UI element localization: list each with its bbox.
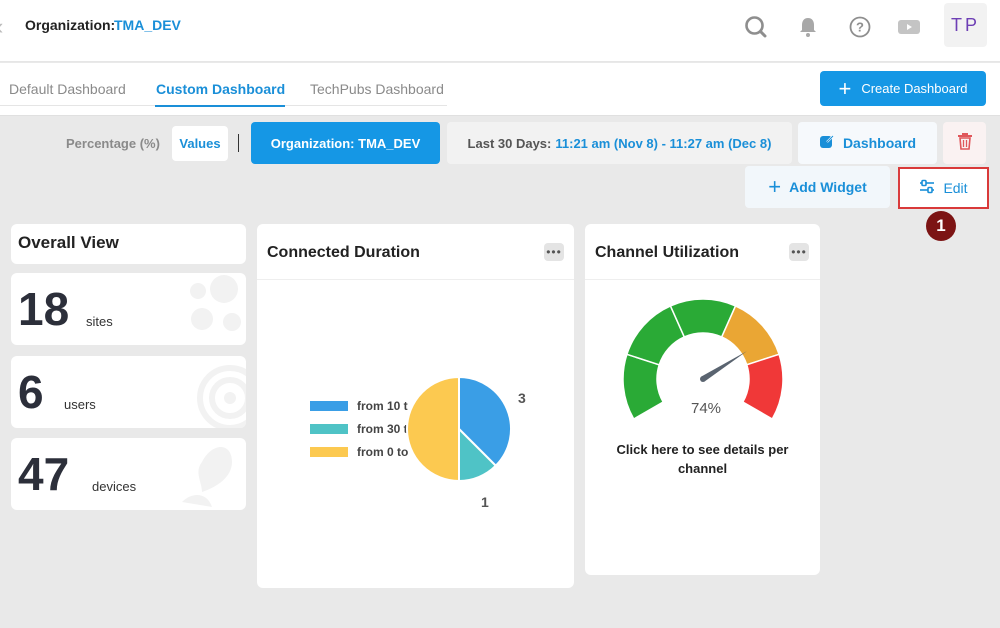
org-value[interactable]: TMA_DEV [114,17,181,33]
leaf-decoration-icon [182,447,232,507]
tab-techpubs-dashboard[interactable]: TechPubs Dashboard [310,81,444,97]
channel-details-link[interactable]: Click here to see details per channel [616,442,789,476]
values-toggle-button[interactable]: Values [172,126,228,161]
pie-slice[interactable] [458,375,512,468]
stat-card-users[interactable]: 6 users [11,356,246,428]
add-widget-label: Add Widget [789,179,867,195]
overall-view-title: Overall View [11,224,246,264]
svg-text:?: ? [856,20,864,35]
dashboard-tabs-bar: Default Dashboard Custom Dashboard TechP… [0,63,1000,116]
top-header: ‹ Organization: TMA_DEV ? TP [0,0,1000,62]
date-range-value: 11:21 am (Nov 8) - 11:27 am (Dec 8) [555,135,772,151]
step-number-badge: 1 [926,211,956,241]
legend-item: from 30 t [310,422,408,436]
edit-label: Edit [943,180,968,196]
dashboard-button[interactable]: Dashboard [798,122,937,164]
help-icon[interactable]: ? [847,14,873,40]
target-decoration-icon [197,365,246,428]
gauge-needle [701,351,747,382]
search-icon[interactable] [743,14,769,40]
stat-card-sites[interactable]: 18 sites [11,273,246,345]
widget-menu-button[interactable]: ••• [544,243,564,261]
toolbar-separator [238,134,239,152]
user-avatar[interactable]: TP [944,3,987,47]
bubbles-decoration-icon [190,275,241,331]
pie-slice-label: 1 [481,494,489,510]
devices-count: 47 [18,448,70,500]
connected-duration-widget[interactable]: Connected Duration ••• from 10 t from 30… [257,224,574,588]
legend-swatch [310,401,348,411]
legend-swatch [310,447,348,457]
organization-filter-button[interactable]: Organization: TMA_DEV [251,122,440,164]
legend-label: from 30 t [357,422,408,436]
active-tab-indicator [155,105,285,107]
percentage-toggle[interactable]: Percentage (%) [66,136,160,151]
pie-slice-label: 3 [518,390,526,406]
bell-icon[interactable] [795,14,821,40]
users-count: 6 [18,366,44,418]
create-dashboard-label: Create Dashboard [861,81,968,96]
create-dashboard-button[interactable]: + Create Dashboard [820,71,986,106]
devices-unit: devices [92,479,137,494]
gauge-chart[interactable] [585,224,820,424]
pie-slice[interactable] [458,426,498,483]
date-range-prefix: Last 30 Days: [467,135,552,151]
sites-unit: sites [86,314,113,329]
date-range-button[interactable]: Last 30 Days: 11:21 am (Nov 8) - 11:27 a… [447,122,792,164]
edit-button[interactable]: Edit [898,167,989,209]
gauge-percentage: 74% [691,400,722,417]
plus-icon: + [838,75,852,101]
legend-label: from 0 to [357,445,409,459]
connected-duration-title: Connected Duration [267,244,420,261]
legend-swatch [310,424,348,434]
delete-dashboard-button[interactable] [943,122,986,164]
back-chevron-icon[interactable]: ‹ [0,14,8,40]
gauge-hub [700,376,706,382]
legend-item: from 10 t [310,399,408,413]
pie-slice[interactable] [406,375,460,483]
sliders-icon [919,179,935,198]
widget-divider [257,279,574,280]
plus-icon: + [768,174,782,199]
tab-custom-dashboard[interactable]: Custom Dashboard [156,81,286,97]
legend-item: from 0 to [310,445,408,459]
users-unit: users [64,397,96,412]
widget-menu-button[interactable]: ••• [789,243,809,261]
dashboard-edit-icon [819,134,835,153]
video-icon[interactable] [896,14,922,40]
widget-divider [585,279,820,280]
channel-utilization-title: Channel Utilization [595,244,739,261]
dashboard-button-label: Dashboard [842,135,917,151]
sites-count: 18 [18,283,70,335]
legend-label: from 10 t [357,399,408,413]
add-widget-button[interactable]: + Add Widget [745,166,890,208]
stat-card-devices[interactable]: 47 devices [11,438,246,510]
org-label: Organization: [25,17,116,33]
gauge-segment [741,353,784,421]
tab-default-dashboard[interactable]: Default Dashboard [9,81,126,97]
trash-icon [957,132,973,155]
channel-utilization-widget[interactable]: Channel Utilization ••• 74% Click here t… [585,224,820,575]
